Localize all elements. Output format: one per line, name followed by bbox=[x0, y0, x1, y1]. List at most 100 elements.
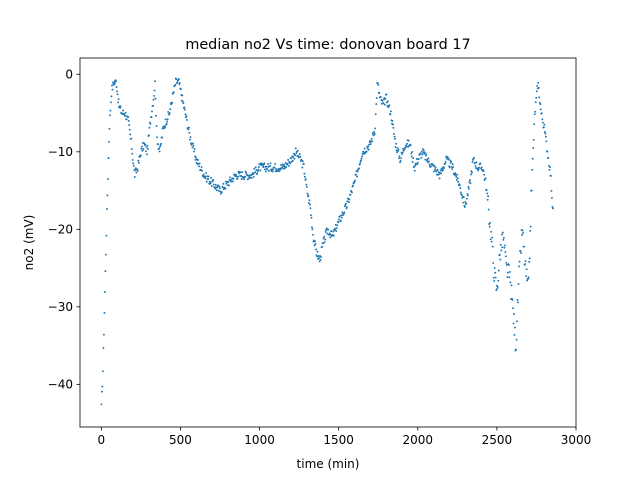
data-point bbox=[110, 95, 113, 98]
data-point bbox=[463, 206, 466, 208]
data-point bbox=[263, 162, 266, 165]
data-point bbox=[205, 171, 208, 174]
data-point bbox=[195, 161, 198, 164]
data-point bbox=[100, 390, 103, 393]
data-point bbox=[357, 168, 359, 171]
data-point bbox=[383, 103, 386, 106]
data-point bbox=[200, 166, 203, 168]
data-point bbox=[385, 93, 388, 96]
data-point bbox=[438, 173, 440, 176]
data-point bbox=[495, 289, 498, 292]
data-point bbox=[137, 161, 140, 164]
data-point bbox=[411, 161, 414, 163]
data-point bbox=[504, 255, 507, 258]
data-point bbox=[329, 236, 332, 239]
data-point bbox=[483, 173, 486, 176]
data-point bbox=[346, 200, 349, 203]
data-point bbox=[388, 104, 391, 107]
data-point bbox=[125, 118, 128, 121]
data-point bbox=[501, 231, 504, 234]
data-point bbox=[543, 123, 546, 126]
data-point bbox=[287, 158, 290, 161]
data-point bbox=[547, 164, 550, 167]
data-point bbox=[248, 174, 251, 177]
data-point bbox=[166, 118, 169, 121]
data-point bbox=[249, 176, 252, 179]
data-point bbox=[130, 148, 133, 151]
data-point bbox=[501, 246, 504, 249]
data-point bbox=[397, 148, 400, 151]
data-point bbox=[474, 161, 476, 164]
data-point bbox=[497, 279, 500, 282]
data-point bbox=[279, 168, 282, 171]
data-point bbox=[195, 156, 197, 159]
data-point bbox=[232, 180, 234, 183]
data-point bbox=[394, 146, 397, 149]
data-point bbox=[140, 147, 143, 150]
data-point bbox=[181, 100, 184, 103]
data-point bbox=[529, 225, 532, 228]
data-point bbox=[149, 122, 152, 125]
data-point bbox=[541, 118, 544, 121]
data-point bbox=[256, 170, 259, 173]
data-point bbox=[396, 147, 399, 149]
data-point bbox=[368, 143, 371, 146]
data-point bbox=[192, 144, 195, 147]
data-point bbox=[237, 175, 240, 178]
data-point bbox=[511, 298, 514, 301]
data-point bbox=[307, 194, 310, 197]
data-point bbox=[430, 165, 432, 168]
data-point bbox=[480, 166, 483, 169]
data-point bbox=[502, 238, 505, 241]
data-point bbox=[216, 186, 219, 189]
data-point bbox=[465, 197, 468, 200]
data-point bbox=[520, 252, 523, 254]
data-point bbox=[152, 98, 155, 101]
data-point bbox=[512, 322, 515, 325]
data-point bbox=[299, 155, 302, 158]
data-point bbox=[465, 202, 468, 205]
data-point bbox=[241, 171, 244, 174]
data-point bbox=[382, 98, 385, 101]
data-point bbox=[455, 175, 458, 178]
data-point bbox=[136, 169, 139, 172]
data-point bbox=[513, 313, 515, 315]
x-axis-ticks: 0 500 1000 1500 2000 2500 3000 bbox=[98, 427, 591, 447]
data-point bbox=[164, 126, 167, 129]
data-point bbox=[225, 182, 228, 185]
data-point bbox=[519, 250, 522, 253]
data-point bbox=[427, 160, 430, 163]
data-point bbox=[437, 171, 440, 173]
data-point bbox=[506, 271, 509, 274]
data-point bbox=[528, 260, 531, 263]
data-point bbox=[311, 226, 313, 229]
data-point bbox=[347, 201, 350, 204]
data-point bbox=[490, 240, 493, 243]
data-point bbox=[111, 88, 114, 91]
data-point bbox=[467, 185, 470, 188]
data-point bbox=[198, 162, 201, 165]
data-point bbox=[189, 136, 192, 139]
data-point bbox=[207, 177, 210, 180]
data-point bbox=[188, 131, 191, 134]
data-point bbox=[213, 186, 216, 189]
data-point bbox=[473, 156, 475, 159]
data-point bbox=[327, 228, 330, 231]
data-point bbox=[298, 153, 301, 156]
data-point bbox=[470, 173, 472, 176]
data-point bbox=[144, 150, 147, 153]
data-point bbox=[427, 157, 430, 160]
data-point bbox=[530, 189, 533, 192]
data-point bbox=[155, 124, 158, 127]
data-point bbox=[531, 168, 534, 171]
data-point bbox=[535, 96, 538, 99]
data-point bbox=[468, 179, 471, 181]
data-point bbox=[100, 403, 103, 406]
data-point bbox=[167, 110, 170, 113]
data-point bbox=[131, 158, 134, 161]
data-point bbox=[336, 224, 339, 227]
data-point bbox=[510, 284, 513, 287]
data-point bbox=[168, 112, 171, 114]
data-point bbox=[254, 171, 257, 174]
data-point bbox=[339, 219, 342, 222]
